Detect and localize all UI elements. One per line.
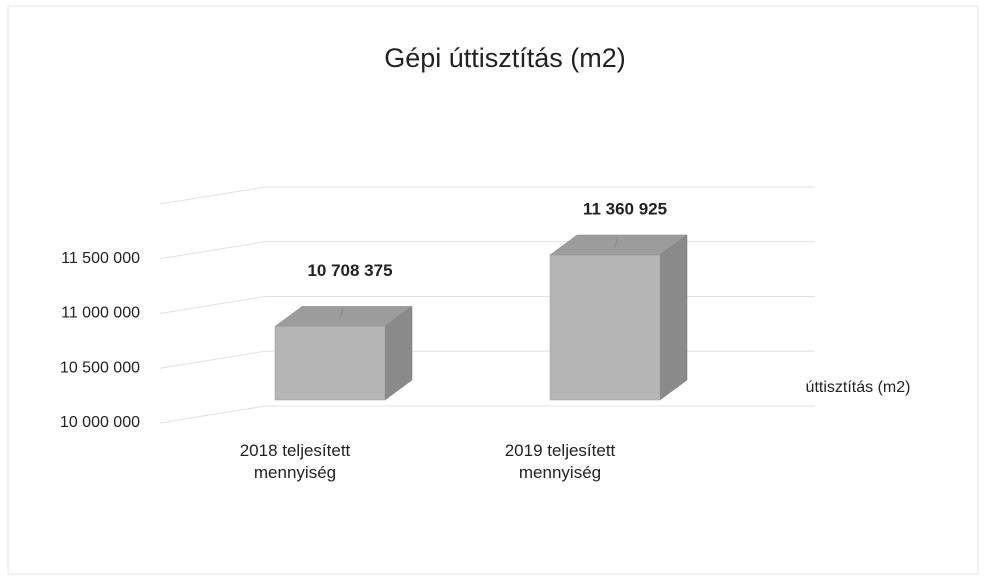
- leader-line: [339, 308, 344, 319]
- grid-line: [159, 241, 266, 260]
- data-label: 10 708 375: [307, 261, 392, 280]
- y-tick-label: 11 500 000: [61, 250, 140, 267]
- data-label: 11 360 925: [583, 199, 667, 218]
- x-tick-label: 2019 teljesített mennyiség: [504, 441, 616, 482]
- grid-line: [159, 296, 266, 314]
- legend-label: úttisztítás (m2): [806, 379, 911, 396]
- y-tick-label: 11 000 000: [61, 305, 140, 322]
- bar: [274, 326, 386, 401]
- y-tick-label: 10 500 000: [60, 359, 140, 376]
- leader-line: [614, 236, 619, 248]
- grid-line: [159, 405, 266, 424]
- y-tick-label: 10 000 000: [60, 414, 140, 431]
- chart-border: [7, 5, 979, 575]
- chart-title: Gépi úttisztítás (m2): [384, 43, 626, 73]
- x-tick-label: 2018 teljesített mennyiség: [239, 441, 351, 482]
- grid-line: [159, 186, 266, 205]
- bar-side: [659, 234, 688, 401]
- grid-line: [159, 350, 266, 369]
- bar: [549, 254, 661, 401]
